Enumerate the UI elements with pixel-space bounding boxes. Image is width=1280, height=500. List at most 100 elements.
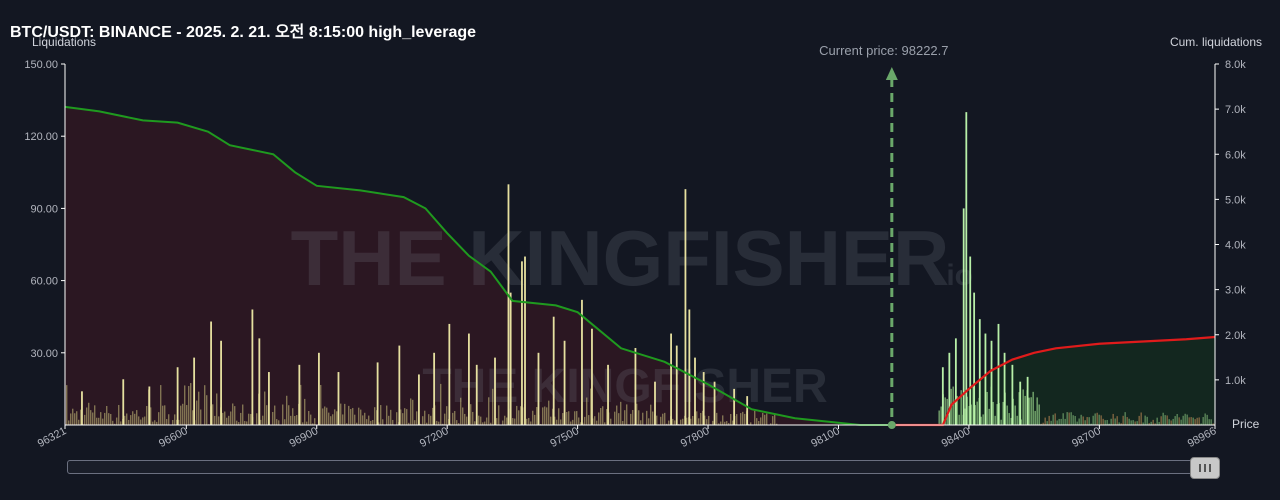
liquidation-bar — [558, 408, 560, 425]
liquidation-bar — [376, 410, 378, 425]
current-price-label: Current price: 98222.7 — [819, 43, 948, 58]
liquidation-bar — [1136, 421, 1138, 425]
liquidation-bar — [188, 386, 190, 425]
liquidation-bar — [718, 423, 720, 425]
liquidation-bar — [436, 420, 438, 425]
liquidation-bar — [620, 401, 622, 425]
liquidation-bar — [1006, 405, 1008, 425]
liquidation-bar — [578, 417, 580, 425]
liquidation-bar — [80, 409, 82, 425]
current-price-marker[interactable]: Current price: 98222.7 — [819, 43, 949, 429]
liquidation-bar — [400, 409, 402, 425]
watermark-text: THE KINGFISHER — [291, 214, 950, 302]
liquidation-bar — [512, 418, 514, 425]
liquidation-bar — [1070, 412, 1072, 425]
liquidation-bar — [694, 357, 696, 425]
long-cumulative-line — [64, 105, 892, 426]
liquidation-bar — [556, 419, 558, 425]
liquidation-bar — [622, 420, 624, 425]
liquidation-bar — [1022, 389, 1024, 425]
scrollbar-handle[interactable] — [1190, 457, 1220, 479]
liquidation-bar — [410, 398, 412, 425]
liquidation-bar — [938, 410, 940, 425]
liquidation-bar — [507, 184, 510, 425]
liquidation-bar — [654, 381, 656, 425]
liquidation-bar — [563, 340, 566, 425]
liquidation-bar — [974, 405, 976, 425]
liquidation-bars — [66, 112, 1214, 425]
liquidation-bar — [1088, 417, 1090, 425]
liquidation-bar — [128, 419, 130, 425]
liquidation-bar — [438, 421, 440, 425]
liquidation-bar — [1120, 423, 1122, 425]
liquidation-bar — [1044, 417, 1046, 425]
liquidation-bar — [358, 407, 360, 425]
x-tick-label: 97200 — [418, 425, 451, 450]
liquidation-bar — [118, 404, 120, 425]
liquidation-bar — [116, 417, 118, 425]
liquidation-bar — [96, 417, 98, 425]
liquidation-bar — [142, 417, 144, 425]
liquidation-bar — [1188, 417, 1190, 425]
liquidation-bar — [1032, 391, 1034, 425]
liquidation-bar — [238, 422, 240, 425]
liquidation-bar — [172, 419, 174, 425]
liquidation-bar — [504, 415, 506, 425]
y-tick-label: 150.00 — [24, 59, 58, 71]
x-tick-label: 97800 — [679, 425, 712, 450]
range-scrollbar[interactable] — [67, 457, 1220, 479]
liquidation-bar — [537, 352, 540, 425]
liquidation-bar — [1134, 421, 1136, 425]
liquidation-bar — [292, 408, 294, 425]
liquidation-bar — [744, 413, 746, 425]
liquidation-bar — [104, 412, 106, 425]
liquidation-bar — [1098, 414, 1100, 425]
liquidation-bar — [256, 413, 258, 425]
liquidation-bar — [362, 415, 364, 425]
liquidation-bar — [246, 421, 248, 425]
liquidation-bar — [536, 407, 538, 425]
liquidation-bar — [68, 420, 70, 425]
liquidation-bar — [675, 345, 678, 425]
liquidation-bar — [1168, 419, 1170, 425]
y-tick-label: 60.00 — [30, 276, 58, 288]
liquidation-bar — [466, 416, 468, 425]
liquidation-bar — [110, 413, 112, 425]
liquidation-bar — [941, 367, 944, 425]
liquidation-bar — [196, 400, 198, 425]
liquidation-bar — [186, 405, 188, 425]
liquidation-bar — [422, 416, 424, 425]
liquidation-bar — [614, 411, 616, 425]
liquidation-bar — [1086, 417, 1088, 425]
liquidation-bar — [412, 399, 414, 425]
short-cumulative-line — [891, 335, 1216, 427]
liquidation-bar — [1114, 418, 1116, 425]
liquidation-bar — [1166, 415, 1168, 425]
liquidation-bar — [708, 415, 710, 425]
liquidation-bar — [702, 410, 704, 425]
liquidation-bar — [146, 405, 148, 425]
liquidation-bar — [969, 256, 972, 425]
liquidation-bar — [514, 418, 516, 425]
liquidation-bar — [1198, 417, 1200, 425]
liquidation-bar — [1210, 419, 1212, 425]
liquidation-bar — [607, 364, 609, 425]
liquidation-bar — [398, 345, 401, 425]
liquidation-bar — [1020, 419, 1022, 425]
liquidation-bar — [1158, 421, 1160, 425]
liquidation-bar — [776, 423, 778, 425]
y2-tick-label: 1.0k — [1225, 375, 1246, 387]
liquidation-bar — [756, 418, 758, 425]
liquidation-bar — [956, 395, 958, 425]
liquidation-bar — [1074, 416, 1076, 425]
liquidation-bar — [604, 422, 606, 425]
y-tick-label: 90.00 — [30, 203, 58, 215]
liquidation-bar — [130, 415, 132, 425]
liquidation-bar — [952, 386, 954, 425]
y2-axis-title: Cum. liquidations — [1170, 35, 1262, 49]
liquidation-bar — [1034, 410, 1036, 425]
liquidation-bar — [156, 421, 158, 425]
liquidation-bar — [478, 415, 480, 425]
liquidation-bar — [468, 333, 470, 425]
